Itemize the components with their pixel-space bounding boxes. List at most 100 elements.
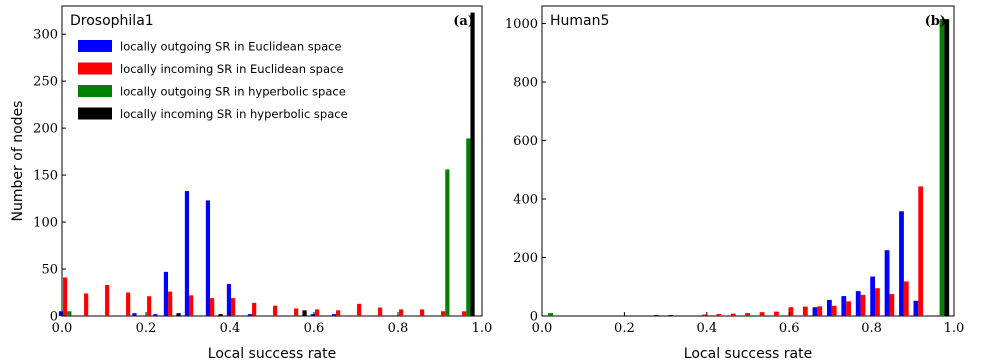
y-tick-label: 50 xyxy=(41,263,58,278)
y-tick-label: 300 xyxy=(33,28,58,43)
panel-a-bar-outgoing-hyperbolic xyxy=(67,311,72,316)
panel-a-bars xyxy=(58,12,475,317)
x-tick-label: 0.2 xyxy=(614,321,635,336)
y-tick-label: 800 xyxy=(513,76,538,91)
x-tick-label: 0.6 xyxy=(304,321,325,336)
panel-b-x-axis-label: Local success rate xyxy=(684,346,812,362)
panel-a-bar-incoming-euclidean xyxy=(462,311,467,316)
panel-a-bar-incoming-euclidean xyxy=(378,307,383,316)
panel-a-bar-incoming-euclidean xyxy=(189,295,194,316)
panel-b-bar-outgoing-hyperbolic xyxy=(939,19,945,316)
y-tick-label: 100 xyxy=(33,216,58,231)
y-tick-label: 150 xyxy=(33,169,58,184)
panel-a-bar-incoming-euclidean xyxy=(105,285,110,316)
panel-b-bar-incoming-euclidean xyxy=(802,306,808,316)
panel-b-bar-incoming-euclidean xyxy=(860,294,866,316)
panel-b-bar-incoming-euclidean xyxy=(831,305,837,316)
panel-a-bar-incoming-euclidean xyxy=(441,311,446,316)
panel-b-bar-incoming-euclidean xyxy=(918,186,924,316)
panel-b-bar-incoming-euclidean xyxy=(759,312,765,316)
x-tick-label: 0.8 xyxy=(388,321,409,336)
y-tick-label: 250 xyxy=(33,75,58,90)
y-tick-label: 200 xyxy=(513,251,538,266)
panel-a-bar-outgoing-euclidean xyxy=(247,314,253,316)
panel-a-bar-incoming-euclidean xyxy=(210,298,215,316)
panel-b-label: (b) xyxy=(925,14,946,29)
panel-a-x-axis-label: Local success rate xyxy=(208,346,336,362)
panel-b-bar-outgoing-euclidean xyxy=(812,307,818,316)
panel-a-bar-outgoing-euclidean xyxy=(310,314,316,316)
panel-a-bar-outgoing-hyperbolic xyxy=(445,169,450,316)
panel-a-bar-incoming-euclidean xyxy=(294,308,299,316)
panel-b-bar-outgoing-euclidean xyxy=(884,250,890,316)
panel-b-bar-incoming-euclidean xyxy=(846,301,851,316)
panel-a-bar-incoming-euclidean xyxy=(231,298,236,316)
panel-b-bar-incoming-euclidean xyxy=(889,294,895,316)
panel-a-bar-outgoing-euclidean xyxy=(331,314,337,316)
legend-label-incoming-euclidean: locally incoming SR in Euclidean space xyxy=(120,62,343,76)
legend-swatch-incoming-hyperbolic xyxy=(78,107,112,120)
panel-b-bar-outgoing-euclidean xyxy=(841,296,847,316)
panel-a-bar-outgoing-euclidean xyxy=(58,311,64,316)
panel-a-bar-incoming-euclidean xyxy=(147,296,152,316)
panel-a-y-axis-label: Number of nodes xyxy=(10,101,26,222)
y-tick-label: 200 xyxy=(33,122,58,137)
x-tick-label: 0.4 xyxy=(696,321,717,336)
panel-b-bar-outgoing-euclidean xyxy=(855,291,861,316)
x-tick-label: 1.0 xyxy=(472,321,493,336)
panel-b-title: Human5 xyxy=(550,13,609,29)
y-tick-label: 600 xyxy=(513,134,538,149)
panel-b-bar-outgoing-hyperbolic xyxy=(548,313,553,316)
panel-b-bar-incoming-euclidean xyxy=(702,314,707,316)
panel-b-y-axis: 0 200 400 600 800 1000 xyxy=(505,17,546,325)
panel-b-bar-incoming-hyperbolic xyxy=(944,19,950,316)
panel-a-plot-area xyxy=(61,5,483,317)
panel-a-bar-incoming-hyperbolic xyxy=(302,310,307,316)
panel-a-bar-outgoing-euclidean xyxy=(163,271,169,316)
panel-b-bar-incoming-euclidean xyxy=(730,313,736,316)
panel-a-bar-incoming-hyperbolic xyxy=(176,313,181,316)
legend-label-outgoing-euclidean: locally outgoing SR in Euclidean space xyxy=(120,40,342,54)
legend-label-outgoing-hyperbolic: locally outgoing SR in hyperbolic space xyxy=(120,85,346,99)
panel-a-bar-incoming-euclidean xyxy=(252,302,257,316)
panel-b-bar-incoming-euclidean xyxy=(875,288,880,316)
panel-a-bar-incoming-euclidean xyxy=(357,303,362,316)
panel-a-y-axis: 0 50 100 150 200 250 300 xyxy=(33,28,66,325)
legend: locally outgoing SR in Euclidean space lo… xyxy=(78,40,348,121)
panel-a-bar-incoming-euclidean xyxy=(63,277,68,316)
panel-b-bar-incoming-euclidean xyxy=(788,307,794,316)
panel-a-bar-outgoing-euclidean xyxy=(153,314,158,316)
panel-b-bar-incoming-euclidean xyxy=(774,311,779,316)
legend-swatch-outgoing-hyperbolic xyxy=(78,85,112,97)
panel-b-bar-incoming-hyperbolic xyxy=(668,315,674,316)
panel-a-bar-outgoing-hyperbolic xyxy=(466,138,471,316)
y-tick-label: 400 xyxy=(513,193,538,208)
panel-b-bar-incoming-euclidean xyxy=(745,313,751,316)
panel-a-bar-incoming-euclidean xyxy=(399,309,404,316)
legend-swatch-incoming-euclidean xyxy=(78,62,112,75)
panel-b-bar-outgoing-euclidean xyxy=(913,300,919,316)
panel-a-bar-incoming-euclidean xyxy=(273,305,278,316)
panel-b-plot-area xyxy=(541,5,955,317)
panel-b-bar-outgoing-euclidean xyxy=(899,211,904,316)
legend-swatch-outgoing-euclidean xyxy=(78,40,112,52)
y-tick-label: 1000 xyxy=(505,17,538,32)
panel-a-bar-incoming-hyperbolic xyxy=(470,12,475,317)
panel-b-bar-outgoing-euclidean xyxy=(870,276,876,316)
x-tick-label: 0.0 xyxy=(52,321,73,336)
legend-label-incoming-hyperbolic: locally incoming SR in hyperbolic space xyxy=(120,107,348,121)
x-tick-label: 0.2 xyxy=(136,321,157,336)
panel-a-drosophila1: 0.0 0.2 0.4 0.6 0.8 1.0 0 50 100 150 200 250 300 Dr… xyxy=(10,5,493,362)
panel-a-bar-outgoing-euclidean xyxy=(205,200,211,316)
panel-a-bar-outgoing-euclidean xyxy=(132,313,137,316)
panel-a-bar-outgoing-euclidean xyxy=(226,284,232,316)
x-tick-label: 1.0 xyxy=(944,321,965,336)
panel-a-bar-incoming-euclidean xyxy=(168,291,173,316)
x-tick-label: 0.0 xyxy=(532,321,553,336)
y-tick-label: 0 xyxy=(530,310,538,325)
panel-a-bar-outgoing-euclidean xyxy=(184,191,190,316)
panel-b-human5: 0.0 0.2 0.4 0.6 0.8 1.0 0 200 400 600 800 1000 Hum… xyxy=(505,5,965,362)
panel-a-bar-incoming-euclidean xyxy=(315,309,320,316)
x-tick-label: 0.6 xyxy=(779,321,800,336)
